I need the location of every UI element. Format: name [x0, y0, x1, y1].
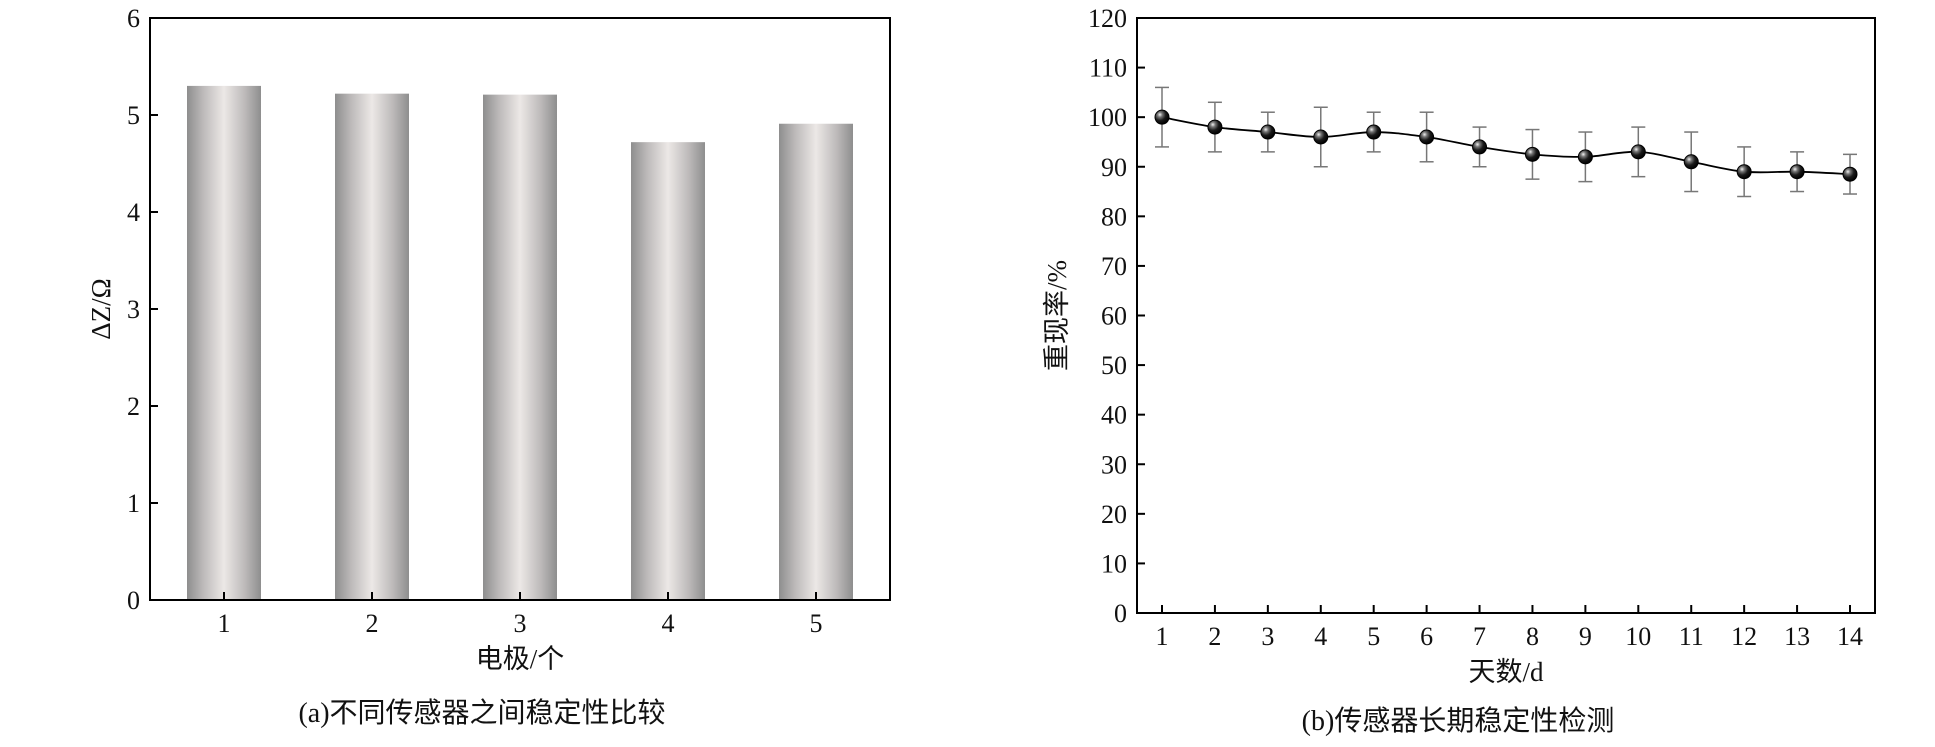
data-point-day-4: [1313, 129, 1329, 145]
bar-chart-electrode-stability: 0 1 2 3 4 5 6 1 2 3 4 5 电极/个 ΔZ/Ω (a)不同传感器之间稳定性比较: [86, 4, 891, 729]
y-tick-label: 90: [1101, 153, 1127, 182]
x-tick-label: 7: [1473, 622, 1486, 651]
y-tick-label: 10: [1101, 549, 1127, 578]
data-point-day-12: [1736, 164, 1752, 180]
data-point-day-10: [1630, 144, 1646, 160]
x-tick-label: 2: [1208, 622, 1221, 651]
y-tick-label: 50: [1101, 351, 1127, 380]
x-tick-label: 5: [1367, 622, 1380, 651]
x-axis-ticks: 1 2 3 4 5: [218, 592, 823, 638]
data-point-day-14: [1842, 166, 1858, 182]
x-tick-label: 1: [218, 609, 231, 638]
x-tick-label: 4: [662, 609, 675, 638]
data-point-day-1: [1154, 109, 1170, 125]
y-tick-label: 4: [127, 198, 140, 227]
y-tick-label: 30: [1101, 450, 1127, 479]
y-tick-label: 20: [1101, 500, 1127, 529]
x-tick-label: 10: [1625, 622, 1651, 651]
y-tick-label: 0: [127, 586, 140, 615]
data-point-day-7: [1472, 139, 1488, 155]
y-axis-ticks: 0 10 20 30 40 50 60 70 80 90 100 110 120: [1088, 4, 1145, 628]
y-tick-label: 1: [127, 489, 140, 518]
y-tick-label: 2: [127, 392, 140, 421]
data-point-day-2: [1207, 119, 1223, 135]
y-tick-label: 110: [1089, 54, 1127, 83]
data-point-day-8: [1524, 146, 1540, 162]
y-tick-label: 80: [1101, 202, 1127, 231]
y-tick-label: 0: [1114, 599, 1127, 628]
x-tick-label: 9: [1579, 622, 1592, 651]
plot-frame: [1136, 17, 1876, 614]
x-tick-label: 11: [1679, 622, 1704, 651]
x-axis-title: 天数/d: [1468, 657, 1544, 687]
y-tick-label: 100: [1088, 103, 1127, 132]
y-tick-label: 5: [127, 101, 140, 130]
x-tick-label: 3: [1261, 622, 1274, 651]
x-tick-label: 1: [1156, 622, 1169, 651]
x-tick-label: 5: [810, 609, 823, 638]
y-tick-label: 40: [1101, 401, 1127, 430]
data-point-day-3: [1260, 124, 1276, 140]
x-axis-title: 电极/个: [476, 644, 565, 674]
x-tick-label: 6: [1420, 622, 1433, 651]
data-point-day-9: [1577, 149, 1593, 165]
error-bar-series: [1155, 86, 1857, 198]
x-tick-label: 12: [1731, 622, 1757, 651]
x-tick-label: 14: [1837, 622, 1863, 651]
x-tick-label: 3: [514, 609, 527, 638]
bar-electrode-4: [631, 142, 705, 600]
x-tick-label: 13: [1784, 622, 1810, 651]
x-axis-ticks: 1 2 3 4 5 6 7 8 9 10 11 12 13 14: [1156, 605, 1863, 651]
bar-electrode-1: [187, 85, 261, 600]
data-point-day-13: [1789, 164, 1805, 180]
y-axis-title: ΔZ/Ω: [86, 278, 116, 339]
y-axis-title: 重现率/%: [1042, 260, 1072, 371]
bar-electrode-5: [779, 123, 853, 600]
x-tick-label: 2: [366, 609, 379, 638]
y-tick-label: 70: [1101, 252, 1127, 281]
y-tick-label: 6: [127, 4, 140, 33]
chart-caption: (a)不同传感器之间稳定性比较: [298, 697, 665, 729]
y-axis-ticks: 0 1 2 3 4 5 6: [127, 4, 158, 615]
y-tick-label: 120: [1088, 4, 1127, 33]
bar-electrode-2: [335, 93, 409, 600]
point-series: [1154, 109, 1858, 182]
bar-electrode-3: [483, 94, 557, 600]
data-point-day-6: [1419, 129, 1435, 145]
data-point-day-5: [1366, 124, 1382, 140]
data-point-day-11: [1683, 154, 1699, 170]
y-tick-label: 60: [1101, 302, 1127, 331]
x-tick-label: 4: [1314, 622, 1327, 651]
y-tick-label: 3: [127, 295, 140, 324]
chart-caption: (b)传感器长期稳定性检测: [1302, 705, 1615, 737]
bar-series: [187, 85, 853, 600]
x-tick-label: 8: [1526, 622, 1539, 651]
